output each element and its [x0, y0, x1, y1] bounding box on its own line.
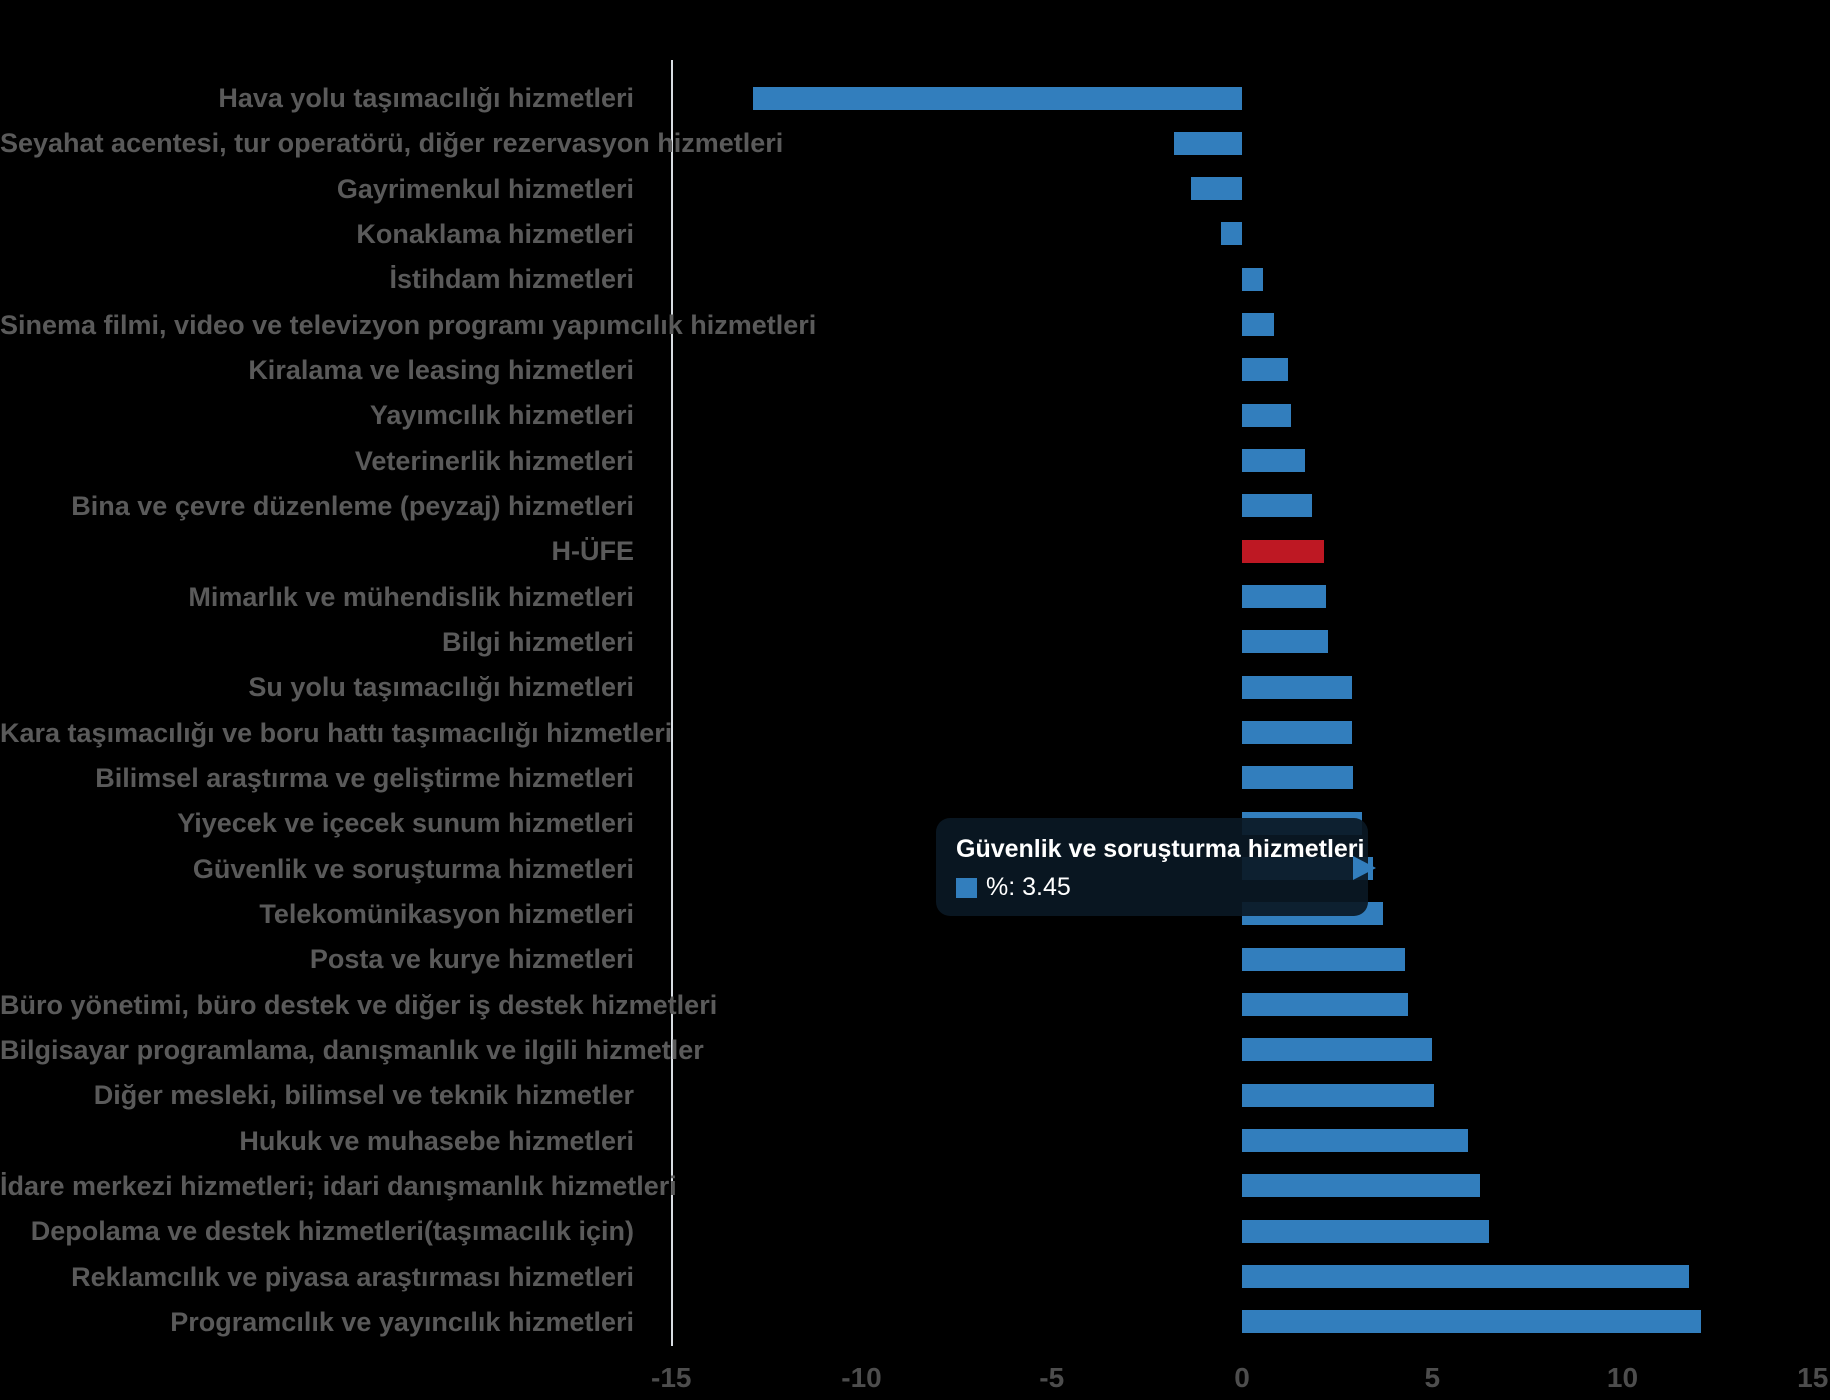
x-tick-label: -15 — [651, 1362, 692, 1393]
category-label: Kiralama ve leasing hizmetleri — [248, 354, 634, 385]
y-axis-line — [671, 60, 673, 1346]
category-label: Veterinerlik hizmetleri — [354, 445, 634, 476]
bar[interactable] — [1242, 630, 1328, 654]
category-label: Yayımcılık hizmetleri — [369, 400, 634, 431]
bar[interactable] — [1242, 766, 1353, 790]
bar[interactable] — [1242, 313, 1275, 337]
tooltip-title: Güvenlik ve soruşturma hizmetleri — [956, 835, 1365, 863]
category-label: Depolama ve destek hizmetleri(taşımacılı… — [30, 1216, 634, 1247]
bar[interactable] — [1242, 585, 1326, 609]
category-label: Seyahat acentesi, tur operatörü, diğer r… — [0, 128, 784, 159]
x-tick-label: 0 — [1234, 1362, 1250, 1393]
category-label: Yiyecek ve içecek sunum hizmetleri — [177, 808, 634, 839]
category-label: Mimarlık ve mühendislik hizmetleri — [188, 581, 634, 612]
bar[interactable] — [1242, 403, 1292, 427]
bar[interactable] — [1242, 1219, 1490, 1243]
category-label: Bilgisayar programlama, danışmanlık ve i… — [0, 1034, 704, 1065]
series-swatch-icon — [956, 877, 977, 898]
bar[interactable] — [1242, 947, 1405, 971]
category-label: Hukuk ve muhasebe hizmetleri — [239, 1125, 634, 1156]
bar[interactable] — [1173, 131, 1242, 155]
x-tick-label: -5 — [1039, 1362, 1065, 1393]
bar[interactable] — [1242, 675, 1352, 699]
bar[interactable] — [1242, 539, 1324, 563]
bar[interactable] — [1242, 1083, 1435, 1107]
category-label: H-ÜFE — [551, 536, 635, 567]
category-label: İdare merkezi hizmetleri; idari danışman… — [0, 1170, 677, 1201]
category-label: Reklamcılık ve piyasa araştırması hizmet… — [71, 1261, 634, 1292]
category-label: Büro yönetimi, büro destek ve diğer iş d… — [0, 989, 718, 1020]
bar[interactable] — [1242, 1174, 1480, 1198]
category-label: Su yolu taşımacılığı hizmetleri — [248, 672, 634, 703]
tooltip-value: %: 3.45 — [986, 873, 1071, 901]
bar[interactable] — [1242, 358, 1288, 382]
category-label: Konaklama hizmetleri — [356, 218, 634, 249]
bar[interactable] — [1221, 222, 1242, 246]
bar[interactable] — [1242, 1129, 1469, 1153]
hover-tooltip: Güvenlik ve soruşturma hizmetleri %: 3.4… — [936, 818, 1368, 916]
category-label: Gayrimenkul hizmetleri — [336, 173, 634, 204]
x-tick-label: 15 — [1797, 1362, 1829, 1393]
bar[interactable] — [1242, 993, 1408, 1017]
category-label: Kara taşımacılığı ve boru hattı taşımacı… — [0, 717, 673, 748]
category-label: Telekomünikasyon hizmetleri — [259, 898, 634, 929]
bar[interactable] — [1190, 177, 1242, 201]
x-tick-label: 5 — [1424, 1362, 1441, 1393]
bar[interactable] — [1242, 449, 1305, 473]
category-label: Güvenlik ve soruşturma hizmetleri — [192, 853, 634, 884]
x-tick-label: 10 — [1606, 1362, 1639, 1393]
bar[interactable] — [1242, 1265, 1690, 1289]
bar[interactable] — [753, 86, 1242, 110]
bar[interactable] — [1242, 1310, 1701, 1334]
category-label: Sinema filmi, video ve televizyon progra… — [0, 309, 817, 340]
x-tick-label: -10 — [841, 1362, 882, 1393]
category-label: İstihdam hizmetleri — [389, 264, 634, 295]
category-label: Bilgi hizmetleri — [441, 626, 634, 657]
category-label: Hava yolu taşımacılığı hizmetleri — [218, 83, 634, 113]
bar[interactable] — [1242, 267, 1263, 291]
category-label: Bina ve çevre düzenleme (peyzaj) hizmetl… — [71, 490, 634, 521]
bar[interactable] — [1242, 721, 1353, 745]
tooltip-value-row: %: 3.45 — [956, 873, 1348, 902]
category-label: Posta ve kurye hizmetleri — [309, 944, 634, 975]
bar[interactable] — [1242, 494, 1313, 518]
category-label: Programcılık ve yayıncılık hizmetleri — [170, 1306, 634, 1337]
category-label: Bilimsel araştırma ve geliştirme hizmetl… — [95, 762, 634, 793]
category-label: Diğer mesleki, bilimsel ve teknik hizmet… — [93, 1080, 634, 1111]
bar[interactable] — [1242, 1038, 1433, 1062]
